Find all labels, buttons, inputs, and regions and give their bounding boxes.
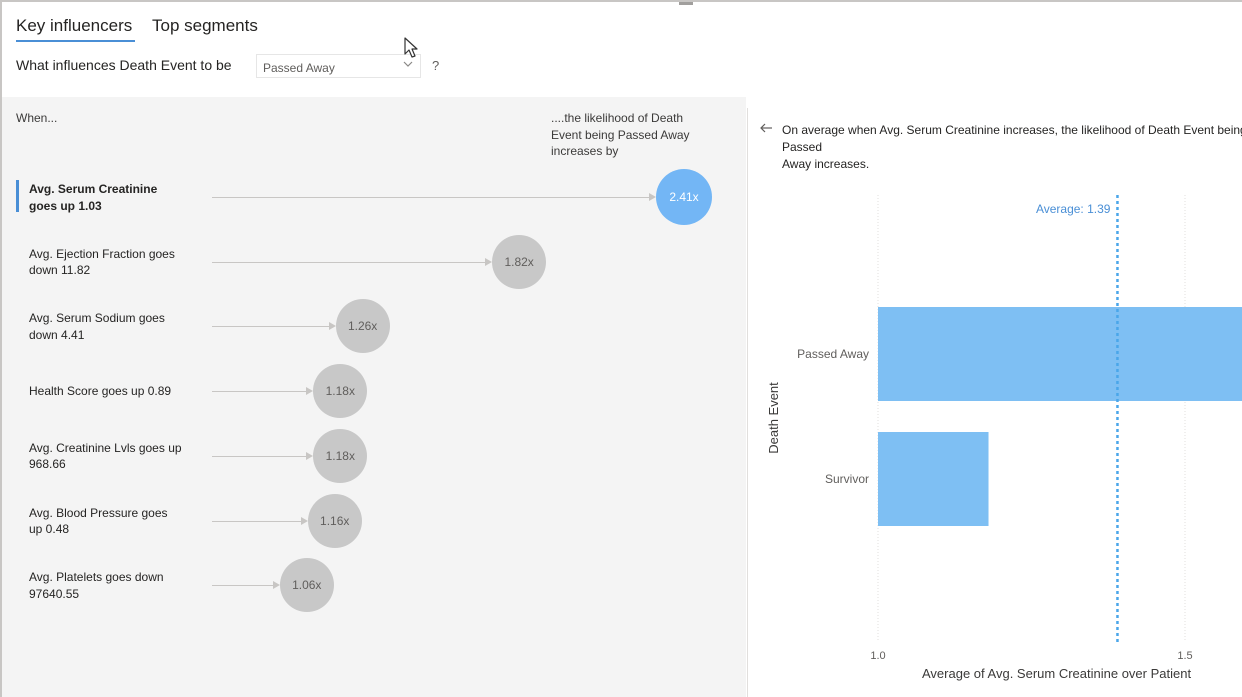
influencer-connector-line (212, 197, 652, 198)
arrowhead-icon (300, 516, 308, 525)
influencer-bubble[interactable]: 1.26x (335, 299, 390, 354)
influencer-label-line-1: Avg. Serum Creatinine (29, 182, 158, 196)
tab-top-segments[interactable]: Top segments (152, 16, 258, 35)
influencer-label-line-1: Avg. Ejection Fraction goes (29, 246, 175, 261)
likelihood-header-line-2: Event being Passed Away (551, 127, 690, 142)
arrowhead-icon (306, 387, 314, 396)
likelihood-header-line-3: increases by (551, 144, 619, 158)
influencer-label[interactable]: Avg. Platelets goes down 97640.55 (29, 569, 204, 602)
arrowhead-icon (328, 322, 336, 331)
chevron-down-icon (403, 61, 413, 67)
influencer-label-line-2: 968.66 (29, 457, 66, 472)
likelihood-header-line-1: ....the likelihood of Death (551, 111, 684, 125)
influencer-bubble[interactable]: 1.18x (313, 364, 368, 419)
bar (878, 307, 1242, 401)
when-column-header: When... (16, 111, 58, 125)
influencer-label[interactable]: Avg. Serum Sodium goes down 4.41 (29, 310, 204, 343)
influencer-bubble[interactable]: 1.18x (313, 428, 368, 483)
influencer-label[interactable]: Avg. Creatinine Lvls goes up 968.66 (29, 440, 204, 473)
detail-panel (747, 108, 1242, 697)
selected-influencer-indicator (16, 180, 19, 212)
influencer-label-line-1: Health Score goes up 0.89 (29, 384, 172, 399)
category-label: Passed Away (797, 347, 869, 361)
tab-key-influencers[interactable]: Key influencers (16, 16, 133, 35)
mouse-pointer-icon (404, 37, 418, 58)
influencer-connector-line (212, 455, 310, 457)
influencer-bubble[interactable]: 1.16x (307, 493, 362, 548)
y-axis-title: Death Event (766, 382, 781, 454)
detail-description-line-1: On average when Avg. Serum Creatinine in… (782, 123, 1242, 154)
influencer-label[interactable]: Avg. Blood Pressure goes up 0.48 (29, 505, 204, 538)
x-axis-title: Average of Avg. Serum Creatinine over Pa… (922, 666, 1191, 681)
arrowhead-icon (485, 257, 493, 266)
influencer-bubble[interactable]: 1.06x (279, 558, 334, 613)
influencer-label[interactable]: Avg. Serum Creatinine goes up 1.03 (29, 181, 204, 214)
dropdown-value: Passed Away (263, 61, 335, 75)
arrowhead-icon (306, 451, 314, 460)
influencer-label-line-2: up 0.48 (29, 522, 70, 536)
average-label: Average: 1.39 (1036, 202, 1111, 216)
question-label: What influences Death Event to be (16, 57, 232, 73)
active-tab-indicator (16, 40, 135, 42)
likelihood-column-header: ....the likelihood of Death Event being … (551, 110, 711, 160)
influencer-label-line-1: Avg. Creatinine Lvls goes up (29, 440, 182, 455)
influencer-label[interactable]: Health Score goes up 0.89 (29, 383, 204, 400)
influencer-label[interactable]: Avg. Ejection Fraction goes down 11.82 (29, 246, 204, 279)
influencer-label-line-2: goes up 1.03 (29, 198, 102, 213)
left-border (0, 0, 2, 697)
x-tick-label: 1.0 (870, 650, 885, 662)
influencer-bubble[interactable]: 1.82x (492, 234, 547, 289)
serum-creatinine-bar-chart: 1.0 1.5 Passed Away Survivor Average: 1.39 Av… (766, 195, 1242, 681)
detail-description: On average when Avg. Serum Creatinine in… (782, 122, 1242, 173)
bar (878, 432, 989, 526)
top-border (0, 0, 1242, 2)
outcome-dropdown[interactable]: Passed Away (256, 54, 421, 78)
influencer-label-line-1: Avg. Platelets goes down (29, 570, 164, 585)
arrowhead-icon (649, 193, 656, 201)
influencer-label-line-2: down 11.82 (29, 263, 91, 278)
influencer-connector-line (212, 585, 276, 587)
category-label: Survivor (825, 472, 869, 486)
influencer-connector-line (212, 391, 310, 393)
influencer-label-line-1: Avg. Serum Sodium goes (29, 311, 165, 326)
influencer-connector-line (212, 261, 489, 263)
question-suffix: ? (432, 58, 440, 73)
influencer-bubble[interactable]: 2.41x (656, 169, 712, 225)
resize-grip[interactable] (679, 2, 693, 5)
influencer-connector-line (212, 326, 332, 328)
x-tick-label: 1.5 (1177, 650, 1192, 662)
back-arrow-icon[interactable] (759, 121, 773, 135)
influencer-label-line-2: 97640.55 (29, 586, 80, 601)
influencer-connector-line (212, 520, 304, 522)
influencer-label-line-2: down 4.41 (29, 327, 85, 342)
detail-description-line-2: Away increases. (782, 157, 870, 171)
arrowhead-icon (272, 581, 280, 590)
influencer-label-line-1: Avg. Blood Pressure goes (29, 505, 168, 520)
